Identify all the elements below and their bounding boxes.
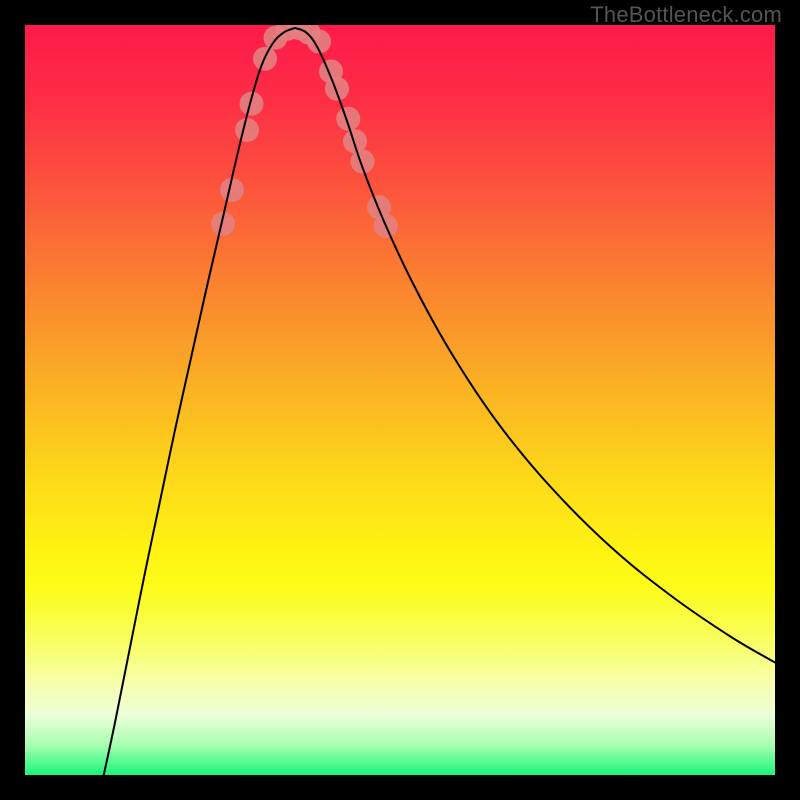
data-point <box>325 77 349 101</box>
chart-container: TheBottleneck.com <box>0 0 800 800</box>
plot-background <box>25 25 775 775</box>
data-point <box>235 118 259 142</box>
bottleneck-curve-chart <box>0 0 800 800</box>
